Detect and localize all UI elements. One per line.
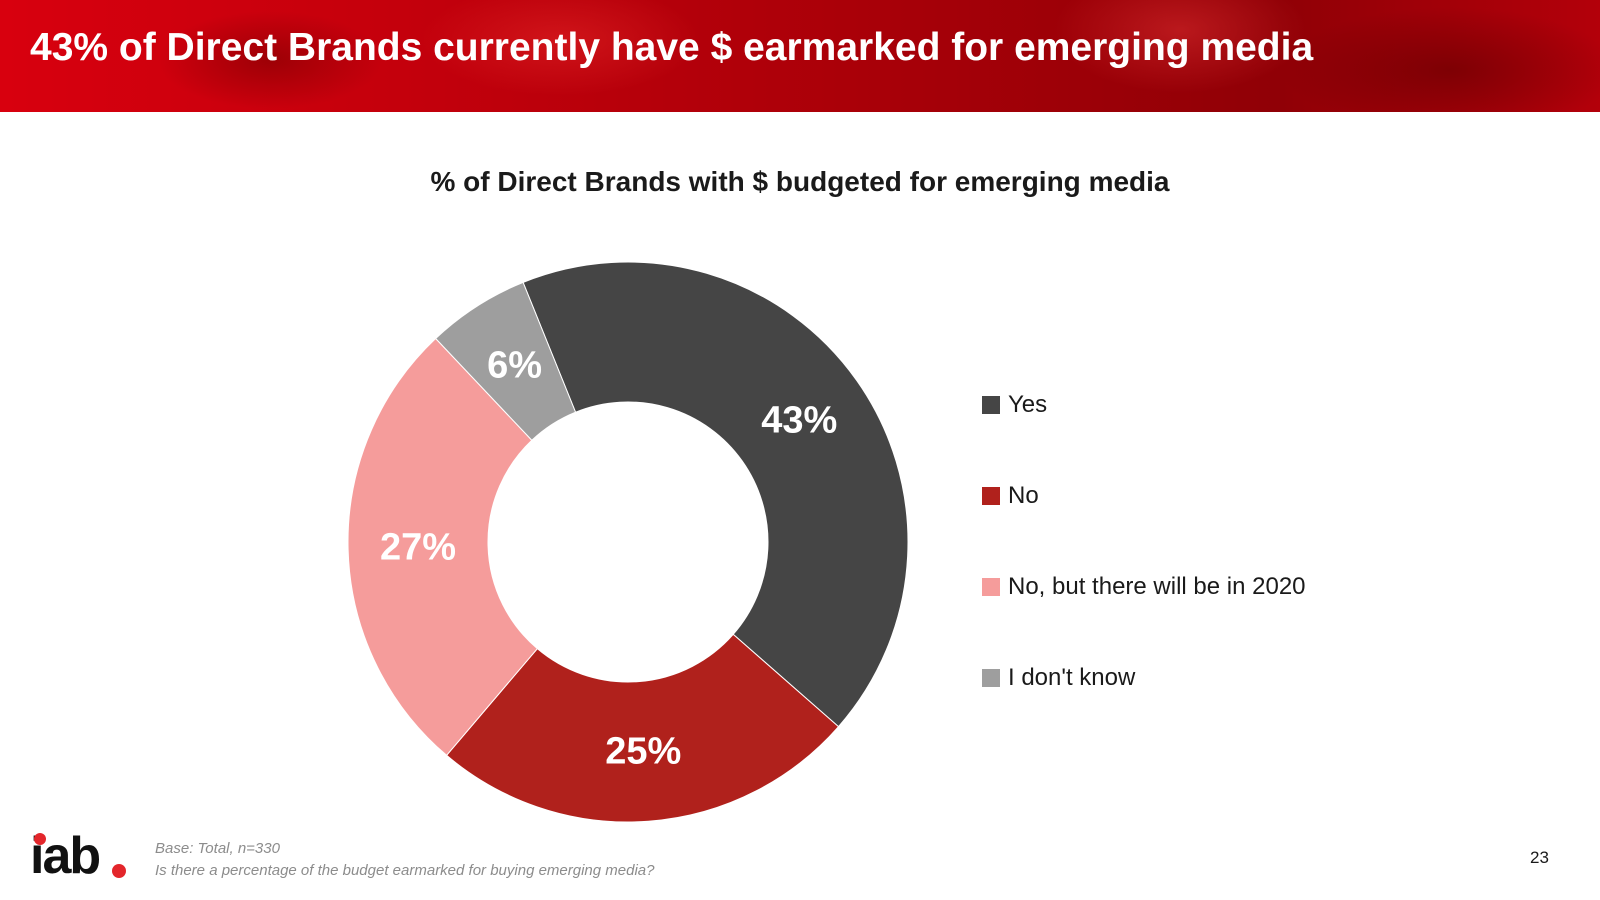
donut-slice-no-but-2020 bbox=[347, 337, 539, 757]
data-label-no: 25% bbox=[605, 730, 681, 772]
chart-title: % of Direct Brands with $ budgeted for e… bbox=[430, 166, 1170, 197]
donut-slice-no bbox=[445, 633, 840, 823]
page-title: 43% of Direct Brands currently have $ ea… bbox=[30, 26, 1314, 69]
legend-swatch bbox=[982, 578, 1000, 596]
legend-label: No bbox=[1008, 482, 1039, 509]
legend-item-yes: Yes bbox=[982, 390, 1306, 420]
header-banner: 43% of Direct Brands currently have $ ea… bbox=[0, 0, 1600, 112]
legend-label: Yes bbox=[1008, 391, 1048, 418]
footnote-base: Base: Total, n=330 bbox=[155, 840, 280, 857]
donut-slice-dont-know bbox=[434, 281, 577, 441]
legend-item-no: No bbox=[982, 481, 1306, 511]
iab-logo-dot bbox=[112, 864, 126, 878]
legend-item-dont-know: I don't know bbox=[982, 663, 1306, 693]
legend-swatch bbox=[982, 396, 1000, 414]
legend-label: I don't know bbox=[1008, 664, 1136, 691]
legend-swatch bbox=[982, 487, 1000, 505]
data-label-no-but-2020: 27% bbox=[380, 527, 456, 569]
legend-swatch bbox=[982, 669, 1000, 687]
legend-item-no-but-2020: No, but there will be in 2020 bbox=[982, 572, 1306, 602]
footnote-question: Is there a percentage of the budget earm… bbox=[155, 862, 655, 879]
donut-slice-yes bbox=[522, 261, 909, 728]
chart-legend: Yes No No, but there will be in 2020 I d… bbox=[982, 390, 1306, 754]
legend-label: No, but there will be in 2020 bbox=[1008, 573, 1306, 600]
iab-logo-i-dot bbox=[34, 833, 46, 845]
data-label-yes: 43% bbox=[761, 399, 837, 441]
data-label-dont-know: 6% bbox=[487, 344, 542, 386]
page-number: 23 bbox=[1530, 848, 1549, 867]
